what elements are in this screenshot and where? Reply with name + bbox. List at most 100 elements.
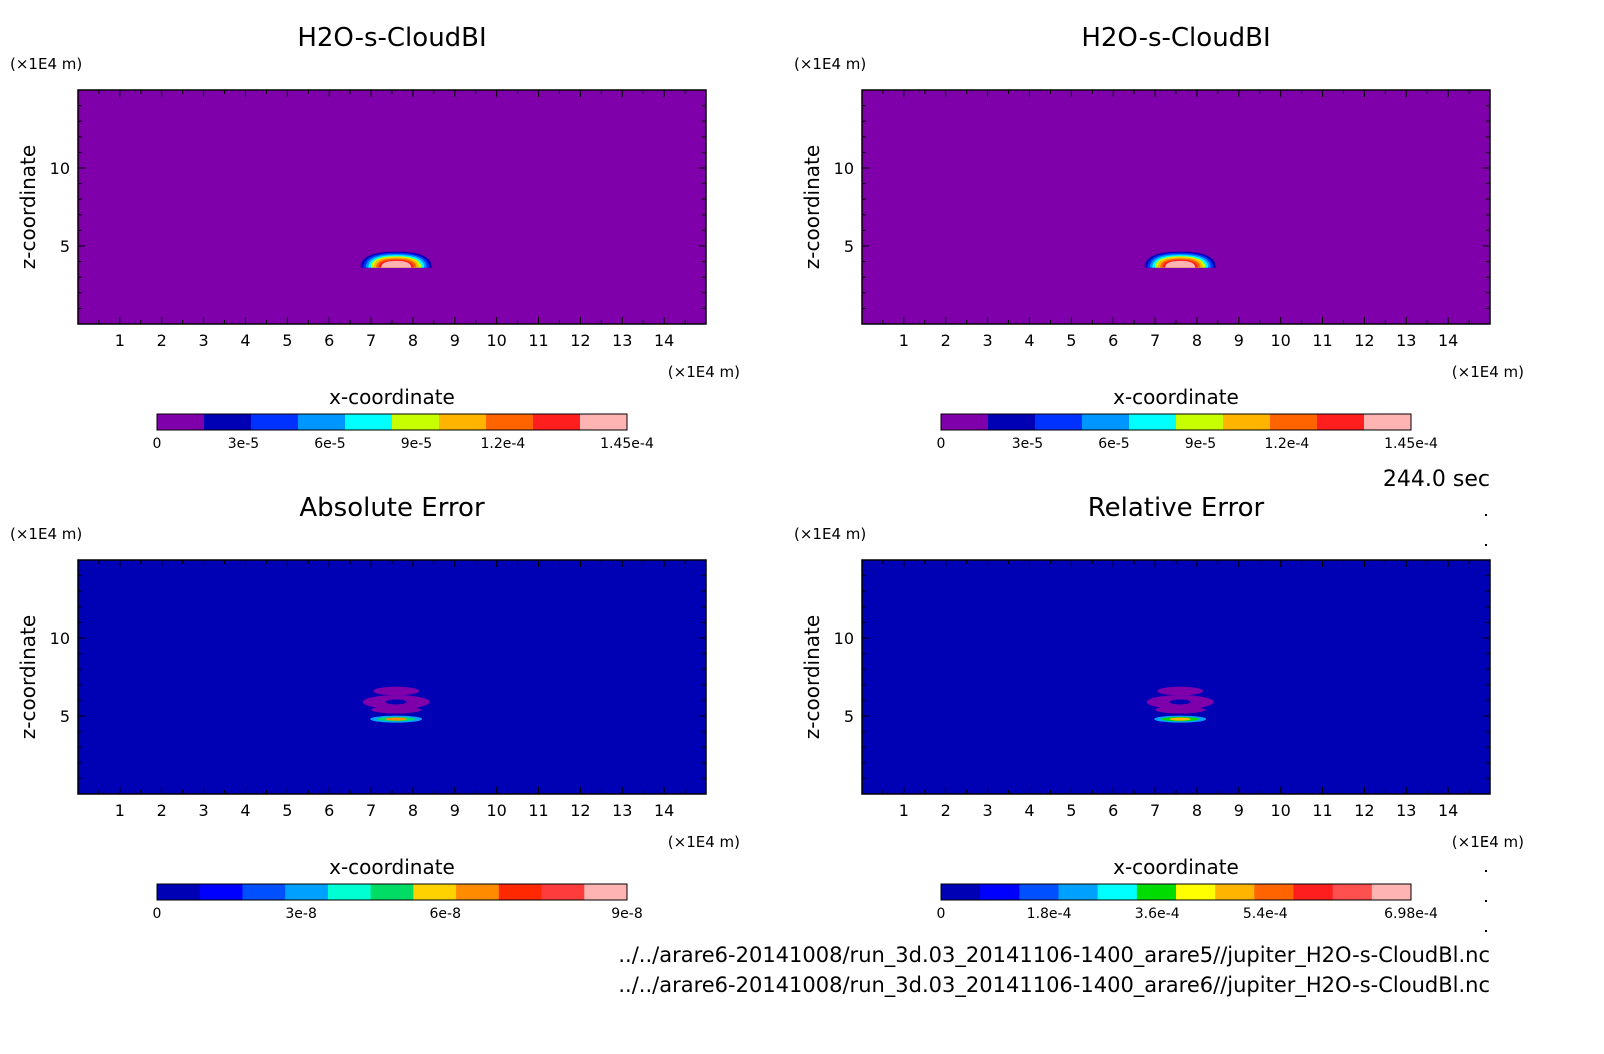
colorbar-swatch xyxy=(298,414,346,430)
y-tick-label: 5 xyxy=(844,237,854,256)
colorbar-swatch xyxy=(941,884,981,900)
colorbar-swatch xyxy=(941,414,989,430)
colorbar-frame xyxy=(940,413,1412,431)
x-tick-label: 9 xyxy=(1234,331,1244,350)
y-axis-label: z-coordinate xyxy=(16,615,40,739)
colorbar-swatch xyxy=(1176,414,1224,430)
plot-area xyxy=(861,89,1491,325)
colorbar-swatch xyxy=(204,414,252,430)
error-gap xyxy=(385,699,407,705)
y-unit-label: (×1E4 m) xyxy=(794,55,866,73)
colorbar-swatch xyxy=(1176,884,1216,900)
y-tick-labels: 5 10 xyxy=(50,159,70,256)
x-tick-label: 3 xyxy=(199,331,209,350)
x-tick-label: 2 xyxy=(157,331,167,350)
x-unit-label: (×1E4 m) xyxy=(668,833,740,851)
colorbar-swatch xyxy=(1019,884,1059,900)
x-tick-label: 10 xyxy=(486,331,506,350)
colorbar-swatch xyxy=(251,414,299,430)
colorbar-tick-label: 0 xyxy=(937,906,946,922)
y-axis-label: z-coordinate xyxy=(800,615,824,739)
colorbar-tick-label: 0 xyxy=(153,906,162,922)
x-tick-label: 11 xyxy=(1312,331,1332,350)
x-tick-label: 12 xyxy=(1354,331,1374,350)
y-tick-labels: 5 10 xyxy=(50,629,70,726)
colorbar: 0 3e-8 6e-8 9e-8 xyxy=(153,883,643,922)
x-tick-label: 5 xyxy=(1066,801,1076,820)
y-tick-label: 5 xyxy=(60,237,70,256)
colorbar-tick-label: 0 xyxy=(937,436,946,452)
colorbar-tick-label: 5.4e-4 xyxy=(1243,906,1288,922)
y-axis-label: z-coordinate xyxy=(800,145,824,269)
x-tick-label: 14 xyxy=(1438,331,1458,350)
x-tick-label: 3 xyxy=(983,331,993,350)
plot-area xyxy=(861,559,1491,795)
x-tick-label: 12 xyxy=(570,331,590,350)
x-tick-label: 13 xyxy=(1396,331,1416,350)
y-unit-label: (×1E4 m) xyxy=(10,55,82,73)
colorbar-swatch xyxy=(1223,414,1271,430)
colorbar-tick-label: 1.45e-4 xyxy=(600,436,654,452)
colorbar-swatch xyxy=(285,884,329,900)
colorbar-swatch xyxy=(1082,414,1130,430)
x-axis-label: x-coordinate xyxy=(329,855,455,879)
colorbar-tick-label: 6.98e-4 xyxy=(1384,906,1438,922)
x-tick-label: 2 xyxy=(941,801,951,820)
error-region xyxy=(1155,706,1206,714)
x-tick-label: 13 xyxy=(1396,801,1416,820)
edge-dots xyxy=(1485,514,1487,932)
x-tick-label: 2 xyxy=(941,331,951,350)
colorbar-swatch xyxy=(1058,884,1099,900)
colorbar-swatch xyxy=(1254,884,1294,900)
x-tick-label: 8 xyxy=(1192,801,1202,820)
colorbar-swatch xyxy=(1097,884,1138,900)
y-axis-label: z-coordinate xyxy=(16,145,40,269)
colorbar-swatch xyxy=(1317,414,1365,430)
colorbar-swatch xyxy=(370,884,414,900)
x-tick-label: 10 xyxy=(1270,801,1290,820)
colorbar-frame xyxy=(940,883,1412,901)
panel-title: Relative Error xyxy=(1088,493,1265,523)
x-tick-labels: 1 2 3 4 5 6 7 8 9 10 11 12 13 14 xyxy=(115,801,675,820)
x-axis-label: x-coordinate xyxy=(1113,385,1239,409)
x-tick-labels: 1 2 3 4 5 6 7 8 9 10 11 12 13 14 xyxy=(899,331,1459,350)
x-tick-label: 10 xyxy=(1270,331,1290,350)
contour-band xyxy=(1165,260,1196,268)
x-tick-label: 4 xyxy=(1024,331,1034,350)
x-tick-label: 6 xyxy=(1108,801,1118,820)
colorbar-tick-label: 1.45e-4 xyxy=(1384,436,1438,452)
x-tick-label: 13 xyxy=(612,331,632,350)
x-tick-label: 1 xyxy=(899,331,909,350)
x-unit-label: (×1E4 m) xyxy=(668,363,740,381)
x-tick-label: 14 xyxy=(654,801,674,820)
colorbar-tick-label: 6e-5 xyxy=(1098,436,1129,452)
field-feature xyxy=(362,686,430,723)
x-axis-label: x-coordinate xyxy=(329,385,455,409)
colorbar: 0 1.8e-4 3.6e-4 5.4e-4 6.98e-4 xyxy=(937,883,1438,922)
file-path-1: ../../arare6-20141008/run_3d.03_20141106… xyxy=(618,943,1490,968)
colorbar-swatch xyxy=(413,884,457,900)
colorbar-frame xyxy=(156,413,628,431)
contour-band xyxy=(381,260,412,268)
colorbar-swatch xyxy=(584,884,628,900)
plot-background xyxy=(78,560,706,794)
plot-area xyxy=(77,89,707,325)
error-region xyxy=(371,706,422,714)
y-tick-label: 10 xyxy=(50,159,70,178)
y-tick-label: 5 xyxy=(844,707,854,726)
x-tick-label: 7 xyxy=(1150,801,1160,820)
x-tick-label: 5 xyxy=(282,331,292,350)
colorbar-tick-label: 3e-5 xyxy=(1012,436,1043,452)
colorbar-tick-label: 3e-5 xyxy=(228,436,259,452)
colorbar: 0 3e-5 6e-5 9e-5 1.2e-4 1.45e-4 xyxy=(937,413,1438,452)
x-tick-label: 13 xyxy=(612,801,632,820)
y-unit-label: (×1E4 m) xyxy=(794,525,866,543)
x-tick-label: 4 xyxy=(240,331,250,350)
y-tick-label: 10 xyxy=(834,629,854,648)
x-tick-label: 8 xyxy=(1192,331,1202,350)
x-unit-label: (×1E4 m) xyxy=(1452,363,1524,381)
colorbar-swatch xyxy=(541,884,585,900)
